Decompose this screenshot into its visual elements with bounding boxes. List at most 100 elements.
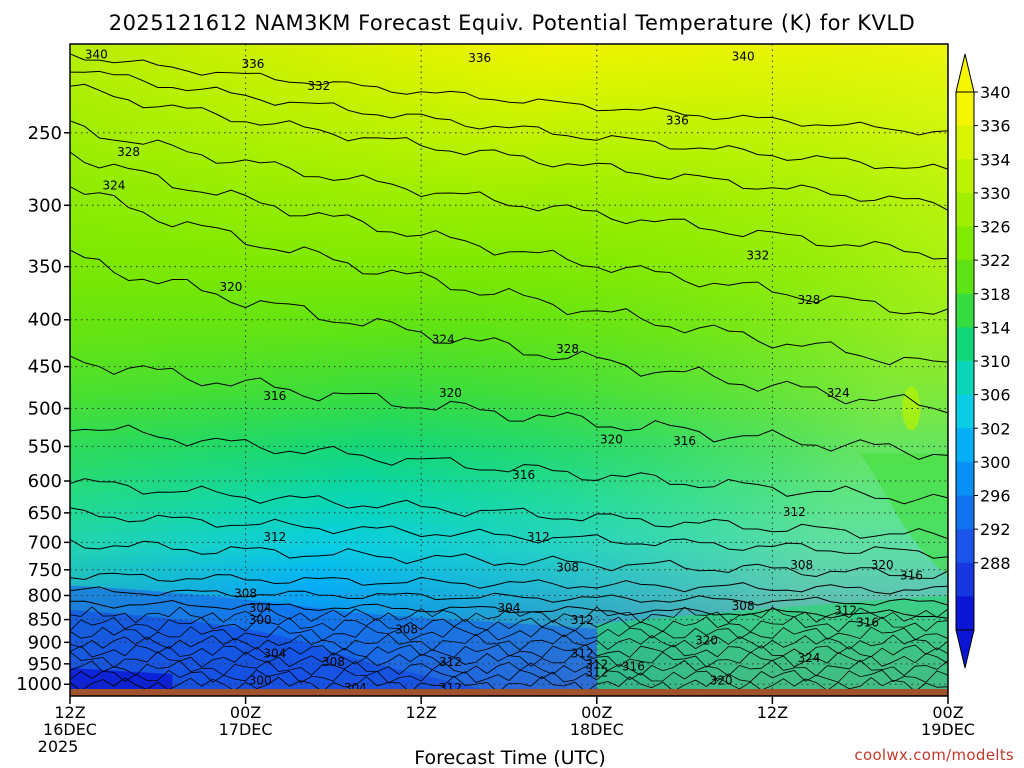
colorbar-swatch — [956, 327, 974, 362]
contour-label: 312 — [527, 530, 550, 544]
colorbar-label: 340 — [980, 83, 1011, 102]
contour-label: 300 — [249, 674, 272, 688]
y-tick-label: 800 — [28, 585, 62, 606]
contour-label: 320 — [600, 433, 623, 447]
contour-label: 320 — [439, 386, 462, 400]
x-tick-label: 00Z — [230, 703, 261, 722]
contour-label-text: 300 — [249, 613, 272, 627]
warm-plume — [860, 453, 948, 576]
contour-label-text: 308 — [234, 586, 257, 600]
contour-line — [70, 83, 948, 211]
y-tick-label: 550 — [28, 436, 62, 457]
contour-label: 312 — [571, 647, 594, 661]
contour-label: 312 — [439, 655, 462, 669]
colorbar-label: 310 — [980, 352, 1011, 371]
contour-label: 320 — [695, 634, 718, 648]
chart-title: 2025121612 NAM3KM Forecast Equiv. Potent… — [109, 11, 916, 35]
contour-line — [70, 249, 948, 414]
x-tick-label: 12Z — [757, 703, 788, 722]
colorbar-swatch — [956, 428, 974, 463]
contour-label: 316 — [512, 468, 535, 482]
x-tick-label: 12Z — [406, 703, 437, 722]
contour-line — [70, 586, 948, 606]
contour-label-text: 308 — [732, 599, 755, 613]
x-axis-label: Forecast Time (UTC) — [414, 747, 605, 768]
contour-label-text: 316 — [900, 569, 923, 583]
x-tick-label: 00Z — [932, 703, 963, 722]
contour-lines — [70, 53, 948, 693]
contour-label: 324 — [102, 178, 125, 192]
colorbar-extend-bottom — [955, 629, 975, 669]
contour-label-text: 320 — [710, 674, 733, 688]
warm-sector — [596, 595, 948, 696]
contour-label: 340 — [85, 47, 108, 61]
y-tick-label: 250 — [28, 123, 62, 144]
colorbar-label: 302 — [980, 419, 1011, 438]
contour-label-text: 308 — [790, 558, 813, 572]
colorbar-label: 318 — [980, 285, 1011, 304]
contour-label-text: 312 — [834, 604, 857, 618]
contour-label: 324 — [827, 386, 850, 400]
contour-label: 304 — [263, 647, 286, 661]
x-tick-label: 18DEC — [570, 720, 624, 739]
contour-label-text: 324 — [798, 651, 821, 665]
contour-label: 328 — [117, 145, 140, 159]
contour-label-text: 320 — [439, 386, 462, 400]
colorbar: 340 336 334 330 326 322 318 314 310 306 302 300 296 2… — [955, 53, 1011, 669]
contour-label-text: 312 — [585, 657, 608, 671]
contour-label: 320 — [871, 558, 894, 572]
contour-label: 328 — [798, 293, 821, 307]
contour-label: 324 — [798, 651, 821, 665]
colorbar-swatch — [956, 596, 974, 631]
contour-label-text: 336 — [468, 51, 491, 65]
contour-label: 316 — [900, 569, 923, 583]
contour-label-text: 320 — [220, 280, 243, 294]
contour-label: 336 — [241, 57, 264, 71]
contour-label: 316 — [673, 434, 696, 448]
y-tick-label: 300 — [28, 195, 62, 216]
contour-line — [70, 355, 948, 460]
contour-label-text: 320 — [600, 433, 623, 447]
contour-label: 308 — [556, 561, 579, 575]
contour-line — [70, 538, 948, 579]
contour-labels: 340 336 336 340 336 332 328 324 320 332 328 324 328 3… — [85, 47, 923, 695]
colorbar-swatch — [956, 125, 974, 160]
colorbar-swatch — [956, 92, 974, 127]
contour-line — [70, 633, 948, 651]
contour-label: 324 — [432, 333, 455, 347]
colorbar-label: 306 — [980, 386, 1011, 405]
contour-label: 316 — [622, 659, 645, 673]
contour-label-text: 312 — [263, 530, 286, 544]
credit-text: coolwx.com/modelts — [854, 746, 1014, 764]
y-tick-label: 500 — [28, 399, 62, 420]
colorbar-swatch — [956, 461, 974, 496]
contour-label: 316 — [856, 615, 879, 629]
contour-line — [70, 669, 948, 684]
contour-label: 312 — [585, 657, 608, 671]
contour-line — [70, 616, 948, 633]
contour-label-text: 308 — [322, 655, 345, 669]
contour-label-text: 340 — [85, 47, 108, 61]
colorbar-swatch — [956, 495, 974, 530]
contour-label: 328 — [556, 342, 579, 356]
contour-label-text: 308 — [556, 561, 579, 575]
contour-label-text: 312 — [527, 530, 550, 544]
x-tick-label: 2025 — [38, 737, 79, 756]
contour-label: 340 — [732, 49, 755, 63]
contour-label-text: 316 — [512, 468, 535, 482]
contour-label-text: 328 — [117, 145, 140, 159]
contour-label: 308 — [234, 586, 257, 600]
y-tick-label: 400 — [28, 310, 62, 331]
colorbar-label: 326 — [980, 218, 1011, 237]
contour-label-text: 336 — [241, 57, 264, 71]
contour-label: 320 — [220, 280, 243, 294]
colorbar-label: 334 — [980, 150, 1011, 169]
contour-label: 336 — [666, 113, 689, 127]
y-tick-label: 600 — [28, 471, 62, 492]
y-tick-label: 650 — [28, 503, 62, 524]
contour-label-text: 304 — [498, 601, 521, 615]
y-tick-label: 1000 — [16, 674, 62, 695]
contour-label-text: 316 — [263, 389, 286, 403]
contour-label: 304 — [498, 601, 521, 615]
